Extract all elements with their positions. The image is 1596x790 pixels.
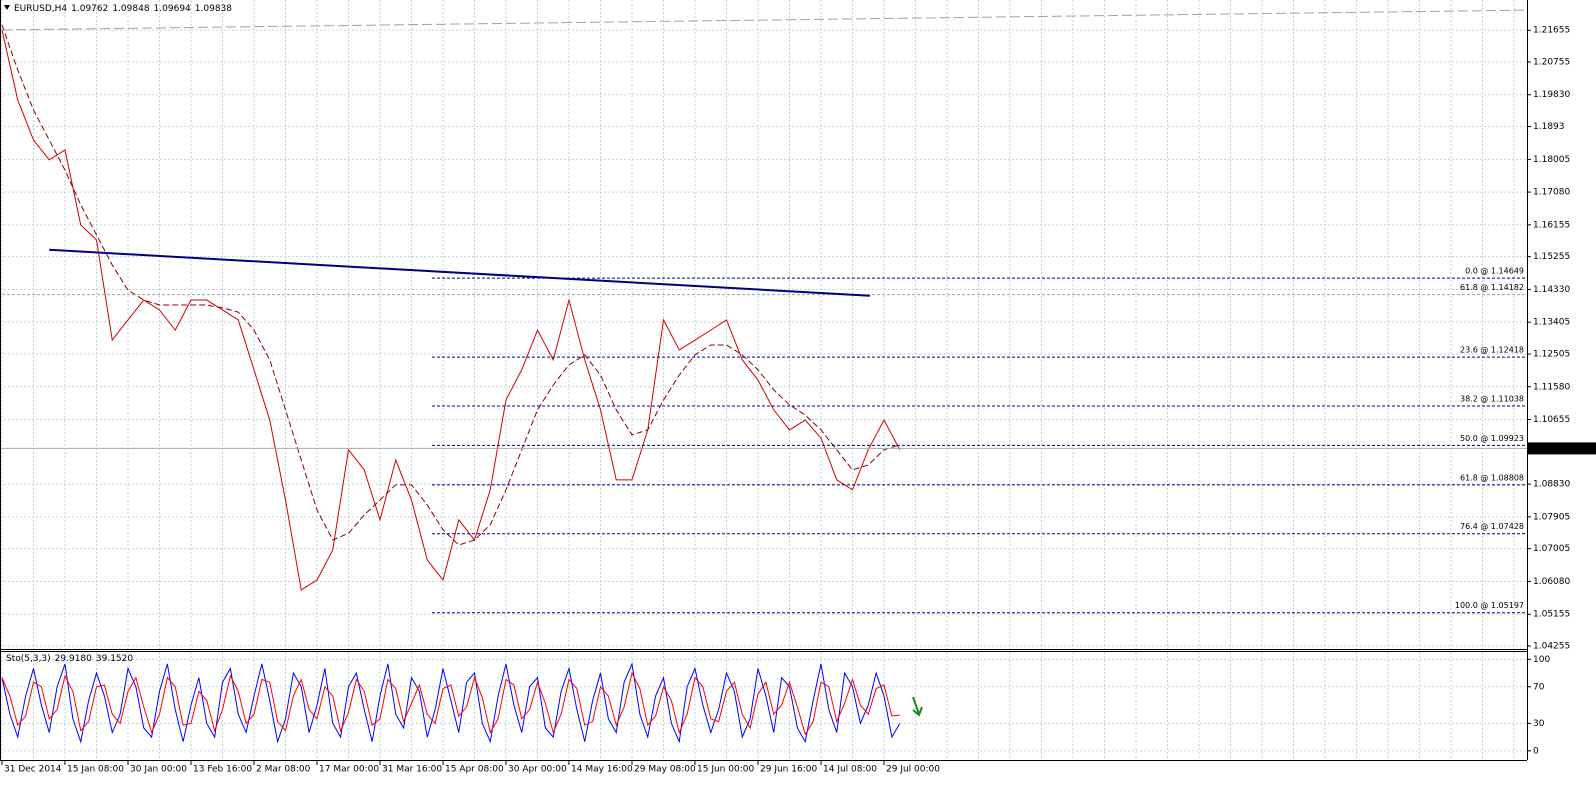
y-tick-label: 1.04255 xyxy=(1533,642,1570,652)
x-tick-label: 31 Dec 2014 xyxy=(4,765,62,775)
grid xyxy=(0,0,1531,765)
trend-line xyxy=(49,248,870,297)
y-tick-label: 1.12505 xyxy=(1533,350,1570,360)
y-tick-label: 1.1893 xyxy=(1533,122,1565,132)
y-tick-label: 1.14330 xyxy=(1533,285,1570,295)
fib-label: 50.0 @ 1.09923 xyxy=(1460,434,1524,443)
x-tick-label: 31 Mar 16:00 xyxy=(382,765,442,775)
fib-label: 100.0 @ 1.05197 xyxy=(1455,601,1524,610)
x-tick-label: 2 Mar 08:00 xyxy=(256,765,311,775)
ohlc-open: 1.09762 xyxy=(71,4,109,14)
x-tick-label: 14 Jul 08:00 xyxy=(823,765,877,775)
fib-label: 23.6 @ 1.12418 xyxy=(1460,346,1524,355)
x-tick-label: 29 Jun 16:00 xyxy=(760,765,817,775)
series-line xyxy=(1,24,900,546)
fib-label: 61.8 @ 1.08808 xyxy=(1460,473,1524,482)
ohlc-high: 1.09848 xyxy=(112,4,150,14)
y-tick-label: 30 xyxy=(1533,719,1545,729)
collapse-icon xyxy=(4,5,10,10)
y-tick-label: 100 xyxy=(1533,655,1550,665)
y-tick-label: 1.20755 xyxy=(1533,57,1570,67)
last-price-label: 1.09838 xyxy=(1533,444,1570,454)
y-tick-label: 1.17080 xyxy=(1533,188,1570,198)
y-tick-label: 1.11580 xyxy=(1533,382,1570,392)
fib-label: 38.2 @ 1.11038 xyxy=(1460,394,1524,403)
arrow-annotation xyxy=(912,696,923,717)
y-tick-label: 1.18005 xyxy=(1533,155,1570,165)
fib-label: 61.8 @ 1.14182 xyxy=(1460,283,1524,292)
y-tick-label: 1.15255 xyxy=(1533,252,1570,262)
marks: 1.21655 1.20755 1.19830 1.1893 1.18005 1.1708… xyxy=(0,9,1596,775)
indicator-name: Sto(5,3,3) xyxy=(6,654,51,664)
x-tick-label: 17 Mar 00:00 xyxy=(319,765,379,775)
series-line xyxy=(1,29,901,591)
y-tick-label: 0 xyxy=(1533,746,1539,756)
y-tick-label: 1.16155 xyxy=(1533,220,1570,230)
x-tick-label: 14 May 16:00 xyxy=(571,765,633,775)
y-tick-label: 1.07005 xyxy=(1533,544,1570,554)
price-header: EURUSD,H4 1.09762 1.09848 1.09694 1.09838 xyxy=(14,4,236,14)
trend-line xyxy=(1,9,1527,31)
x-tick-label: 15 Jan 08:00 xyxy=(67,765,124,775)
x-tick-label: 13 Feb 16:00 xyxy=(193,765,252,775)
y-tick-label: 1.19830 xyxy=(1533,90,1570,100)
x-tick-label: 30 Jan 00:00 xyxy=(130,765,187,775)
y-tick-label: 1.05155 xyxy=(1533,610,1570,620)
y-tick-label: 1.21655 xyxy=(1533,26,1570,36)
last-price-box xyxy=(1528,442,1596,455)
symbol: EURUSD,H4 xyxy=(14,4,68,14)
y-tick-label: 1.06080 xyxy=(1533,577,1570,587)
y-tick-label: 1.10655 xyxy=(1533,415,1570,425)
fib-label: 0.0 @ 1.14649 xyxy=(1465,267,1524,276)
y-tick-label: 1.08830 xyxy=(1533,480,1570,490)
y-tick-label: 70 xyxy=(1533,682,1545,692)
indicator-reading: 39.1520 xyxy=(95,654,134,664)
x-tick-label: 15 Apr 08:00 xyxy=(445,765,504,775)
ohlc-close: 1.09838 xyxy=(194,4,232,14)
y-tick-label: 1.07905 xyxy=(1533,512,1570,522)
x-tick-label: 15 Jun 00:00 xyxy=(697,765,754,775)
x-tick-label: 29 May 08:00 xyxy=(634,765,696,775)
indicator-reading: 29.9180 xyxy=(54,654,92,664)
x-tick-label: 30 Apr 00:00 xyxy=(508,765,567,775)
stochastic-header: Sto(5,3,3) 29.9180 39.1520 xyxy=(6,654,137,664)
y-tick-label: 1.13405 xyxy=(1533,318,1570,328)
x-tick-label: 29 Jul 00:00 xyxy=(886,765,940,775)
series-line xyxy=(1,662,901,744)
ohlc-low: 1.09694 xyxy=(153,4,191,14)
fib-label: 76.4 @ 1.07428 xyxy=(1460,522,1524,531)
series-line xyxy=(1,671,900,736)
